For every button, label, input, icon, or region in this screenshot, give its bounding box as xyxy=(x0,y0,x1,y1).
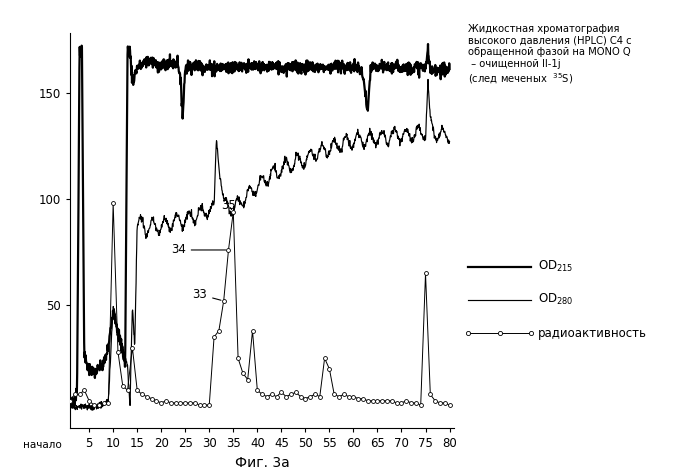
Text: 35: 35 xyxy=(222,199,236,212)
Text: OD$_{215}$: OD$_{215}$ xyxy=(538,259,574,274)
Text: OD$_{280}$: OD$_{280}$ xyxy=(538,292,574,307)
Text: начало: начало xyxy=(24,440,62,450)
Text: 33: 33 xyxy=(192,288,221,301)
Text: радиоактивность: радиоактивность xyxy=(538,327,647,340)
Text: 34: 34 xyxy=(171,244,226,257)
X-axis label: Фиг. 3а: Фиг. 3а xyxy=(235,456,289,470)
Text: Жидкостная хроматография
высокого давления (HPLC) C4 с
обращенной фазой на MONO : Жидкостная хроматография высокого давлен… xyxy=(468,24,632,86)
